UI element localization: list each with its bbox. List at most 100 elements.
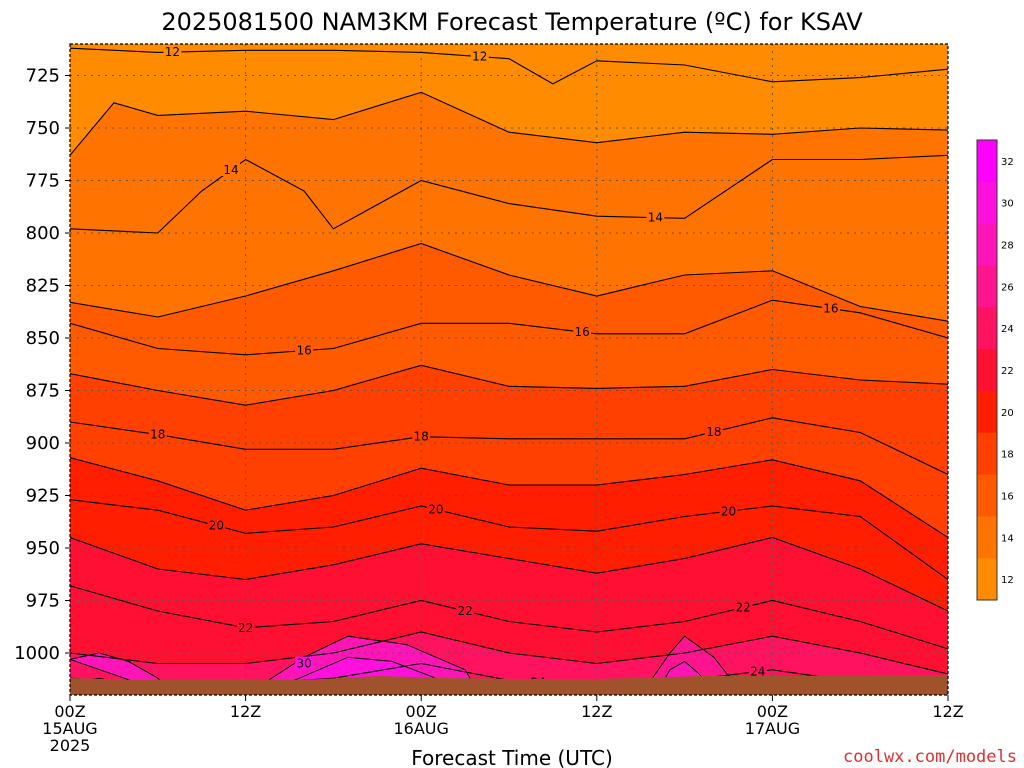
contour-label-bg [221,163,240,176]
isotherm-16 [70,299,948,356]
band-22 [70,585,948,674]
band-18 [70,417,948,538]
contour-label: 20 [428,503,443,517]
contour-label-bg [412,429,431,443]
x-tick-label: 12Z [581,702,612,721]
isotherm-18 [70,417,948,475]
colorbar-label: 32 [1001,157,1014,168]
contour-label: 16 [296,344,311,358]
contour-label: 24 [750,665,765,679]
contour-label-bg [646,210,665,224]
contour-label-bg [704,424,723,438]
band-13 [70,92,948,233]
colorbar-segment [977,349,997,392]
band-15 [70,243,948,355]
plot-border [69,43,949,696]
contour-label-bg [719,504,738,518]
x-tick-label: 2025 [50,736,91,755]
y-tick-label: 975 [26,591,60,612]
contour-label: 20 [721,504,736,518]
y-tick-label: 875 [26,381,60,402]
contour-label: 14 [648,211,663,225]
y-tick-label: 850 [26,328,60,349]
isotherm-22 [70,585,948,650]
contour-label-bg [295,656,314,670]
colorbar: 32 30 28 26 24 22 20 18 16 14 12 [976,139,1014,601]
contour-label: 22 [457,604,472,618]
x-tick-label: 12Z [932,702,963,721]
colorbar-label: 24 [1001,324,1014,335]
y-tick-label: 925 [26,486,60,507]
y-tick-label: 825 [26,276,60,297]
contour-label: 22 [238,621,253,635]
x-tick-label: 00Z [406,702,437,721]
x-tick-label: 00Z [54,702,85,721]
band-14 [70,155,948,322]
colorbar-segment [977,390,997,434]
y-tick-label: 725 [26,66,60,87]
contour-label: 16 [823,302,838,316]
contour-label: 18 [150,428,165,442]
colorbar-label: 14 [1001,533,1014,544]
contour-label: 12 [472,50,487,64]
y-tick-label: 775 [26,171,60,192]
contour-label-bg [148,427,167,441]
colorbar-label: 12 [1001,575,1014,586]
contour-label-bg [734,600,753,614]
x-axis-label: Forecast Time (UTC) [411,746,613,768]
colorbar-segment [977,307,997,350]
colorbar-segment [977,474,997,517]
chart-title: 2025081500 NAM3KM Forecast Temperature (… [161,8,863,36]
credit-link[interactable]: coolwx.com/models [843,747,1017,767]
isotherm-19 [70,457,948,538]
y-tick-label: 1000 [14,643,60,664]
contour-label: 22 [735,601,750,615]
band-17 [70,365,948,475]
contour-label-bg [236,620,255,634]
isotherm-21 [70,536,948,612]
ground-terrain [70,675,948,695]
x-tick-label: 12Z [230,702,261,721]
y-tick-label: 750 [26,118,60,139]
band-16 [70,300,948,406]
colorbar-segment [977,181,997,225]
contour-label: 12 [165,45,180,59]
x-tick-label: 16AUG [393,719,448,738]
isotherm-14 [70,154,948,234]
band-21 [70,537,948,649]
band-20 [70,499,948,611]
x-tick-label: 15AUG [42,719,97,738]
isotherm-13 [70,91,948,156]
y-tick-label: 950 [26,538,60,559]
isotherm-15 [70,242,948,322]
contour-label-bg [163,45,182,59]
colorbar-segment [977,223,997,266]
contour-label: 14 [223,163,238,177]
y-axis-ticks: 725 750 775 800 825 850 875 900 925 950 975 1000 [14,66,70,664]
colorbar-label: 22 [1001,366,1014,377]
contour-label: 20 [209,519,224,533]
contour-label-bg [426,502,445,516]
contour-label: 30 [296,657,311,671]
y-tick-label: 900 [26,433,60,454]
temperature-fill-bands [70,44,948,695]
colorbar-label: 16 [1001,491,1014,502]
colorbar-segment [977,558,997,601]
band-12 [70,48,948,156]
contour-label: 16 [575,325,590,339]
contour-label: 18 [414,430,429,444]
contour-label-bg [456,604,475,617]
x-tick-label: 17AUG [745,719,800,738]
colorbar-segment [977,265,997,308]
contour-label-bg [295,343,314,357]
isotherm-12 [70,47,948,85]
contour-label-bg [207,518,226,532]
colorbar-segment [977,432,997,476]
contour-label-bg [573,325,592,339]
contour-label: 18 [706,425,721,439]
contour-label-bg [748,664,767,678]
colorbar-label: 28 [1001,241,1014,252]
colorbar-label: 20 [1001,408,1014,419]
